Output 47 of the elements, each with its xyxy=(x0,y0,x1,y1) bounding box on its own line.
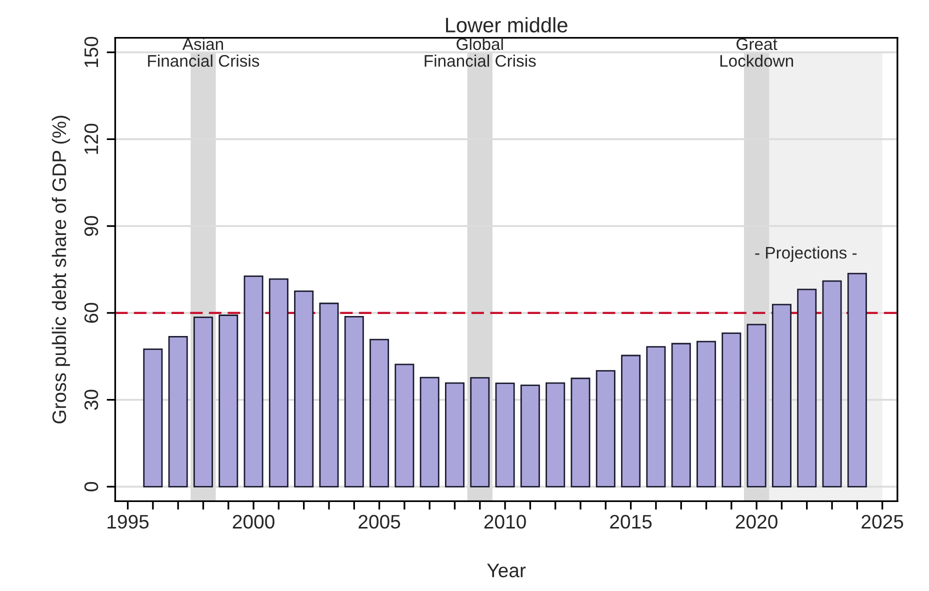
bar xyxy=(244,275,264,488)
band-label: Great Lockdown xyxy=(720,38,794,67)
bar xyxy=(444,382,464,488)
bar xyxy=(420,376,440,488)
band-label: Asian Financial Crisis xyxy=(148,38,260,67)
y-tick-label: 90 xyxy=(84,216,98,236)
x-tick-label: 2015 xyxy=(610,514,652,529)
bar xyxy=(143,348,163,488)
annotation: - Projections - xyxy=(755,246,857,262)
band-label: Global Financial Crisis xyxy=(424,38,536,67)
bar xyxy=(546,382,566,488)
bar xyxy=(671,342,691,488)
y-axis-title: Gross public debt share of GDP (%) xyxy=(52,116,70,424)
bar xyxy=(370,338,390,488)
bar xyxy=(470,377,490,488)
x-tick-label: 2020 xyxy=(736,514,778,529)
bar xyxy=(822,280,842,488)
bar xyxy=(344,316,364,488)
y-tick-label: 60 xyxy=(84,302,98,323)
x-tick-label: 2005 xyxy=(358,514,400,529)
bar xyxy=(722,332,742,488)
bar xyxy=(646,346,666,488)
bar xyxy=(394,364,414,488)
y-tick-label: 150 xyxy=(84,36,98,68)
bar xyxy=(696,340,716,488)
bar xyxy=(570,378,590,488)
bar xyxy=(797,288,817,488)
bar xyxy=(772,304,792,488)
bar xyxy=(168,336,188,488)
bar xyxy=(319,302,339,488)
bar xyxy=(621,354,641,488)
x-tick-label: 2025 xyxy=(862,514,904,529)
bar xyxy=(520,384,540,488)
bar xyxy=(268,278,288,488)
y-tick-label: 0 xyxy=(84,482,98,492)
x-tick-label: 2000 xyxy=(232,514,274,529)
x-axis-title: Year xyxy=(487,564,526,578)
x-tick-label: 2010 xyxy=(484,514,526,529)
bar xyxy=(596,370,616,488)
y-tick-label: 30 xyxy=(84,390,98,410)
x-tick-label: 1995 xyxy=(108,514,149,529)
y-tick-label: 120 xyxy=(84,124,98,154)
bar xyxy=(495,382,515,488)
bar xyxy=(218,314,238,488)
bar xyxy=(847,272,867,488)
chart-title: Lower middle xyxy=(446,17,568,32)
bar xyxy=(294,290,314,488)
